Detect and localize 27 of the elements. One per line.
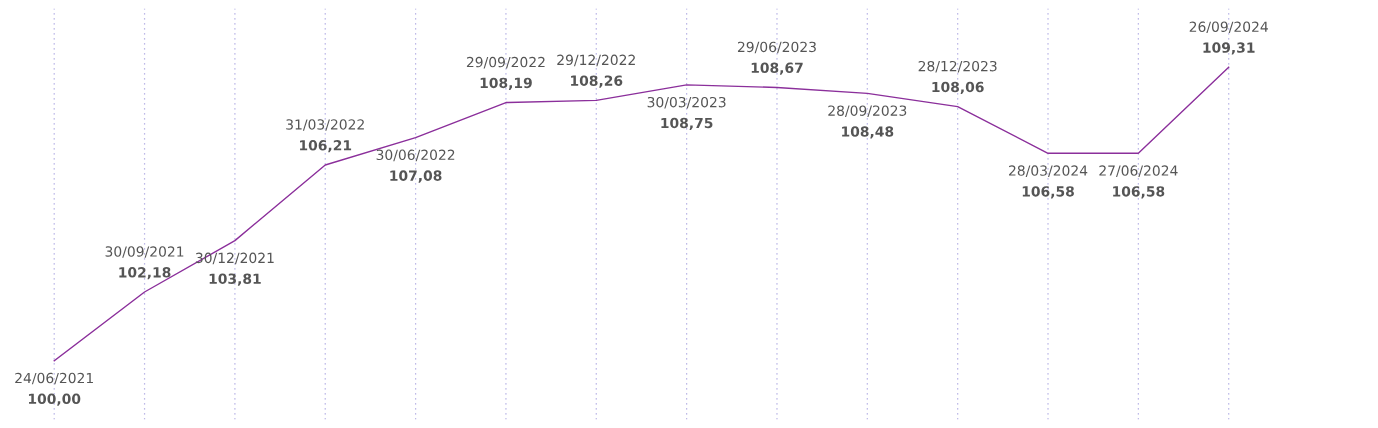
data-label: 103,81: [209, 273, 261, 286]
data-label: 108,26: [571, 75, 623, 88]
x-tick-label: 26/09/2024: [1189, 21, 1268, 34]
data-label: 108,75: [661, 117, 713, 131]
data-label: 106,58: [1113, 186, 1165, 199]
data-label: 109,31: [1203, 42, 1255, 55]
x-tick-label: 28/12/2023: [918, 60, 997, 73]
x-tick-label: 30/09/2021: [105, 246, 184, 258]
x-tick-label: 29/06/2023: [737, 41, 816, 54]
x-tick-label: 30/03/2023: [647, 96, 726, 109]
x-tick-label: 30/06/2022: [376, 149, 455, 162]
data-label: 100,00: [28, 393, 81, 406]
data-label: 108,06: [932, 81, 984, 95]
x-tick-label: 28/09/2023: [828, 105, 907, 117]
data-label: 107,08: [390, 170, 442, 183]
data-label: 108,48: [842, 126, 894, 139]
data-label: 108,67: [751, 62, 803, 75]
x-tick-label: 28/03/2024: [1009, 165, 1088, 177]
x-tick-label: 29/09/2022: [466, 56, 545, 69]
x-tick-label: 31/03/2022: [286, 119, 364, 131]
data-label: 106,21: [300, 140, 352, 153]
x-tick-label: 24/06/2021: [15, 372, 93, 385]
x-tick-label: 27/06/2024: [1099, 165, 1178, 177]
x-tick-label: 29/12/2022: [557, 54, 635, 67]
data-label: 102,18: [119, 267, 171, 280]
data-label: 106,58: [1022, 186, 1074, 199]
data-label: 108,19: [480, 77, 532, 90]
